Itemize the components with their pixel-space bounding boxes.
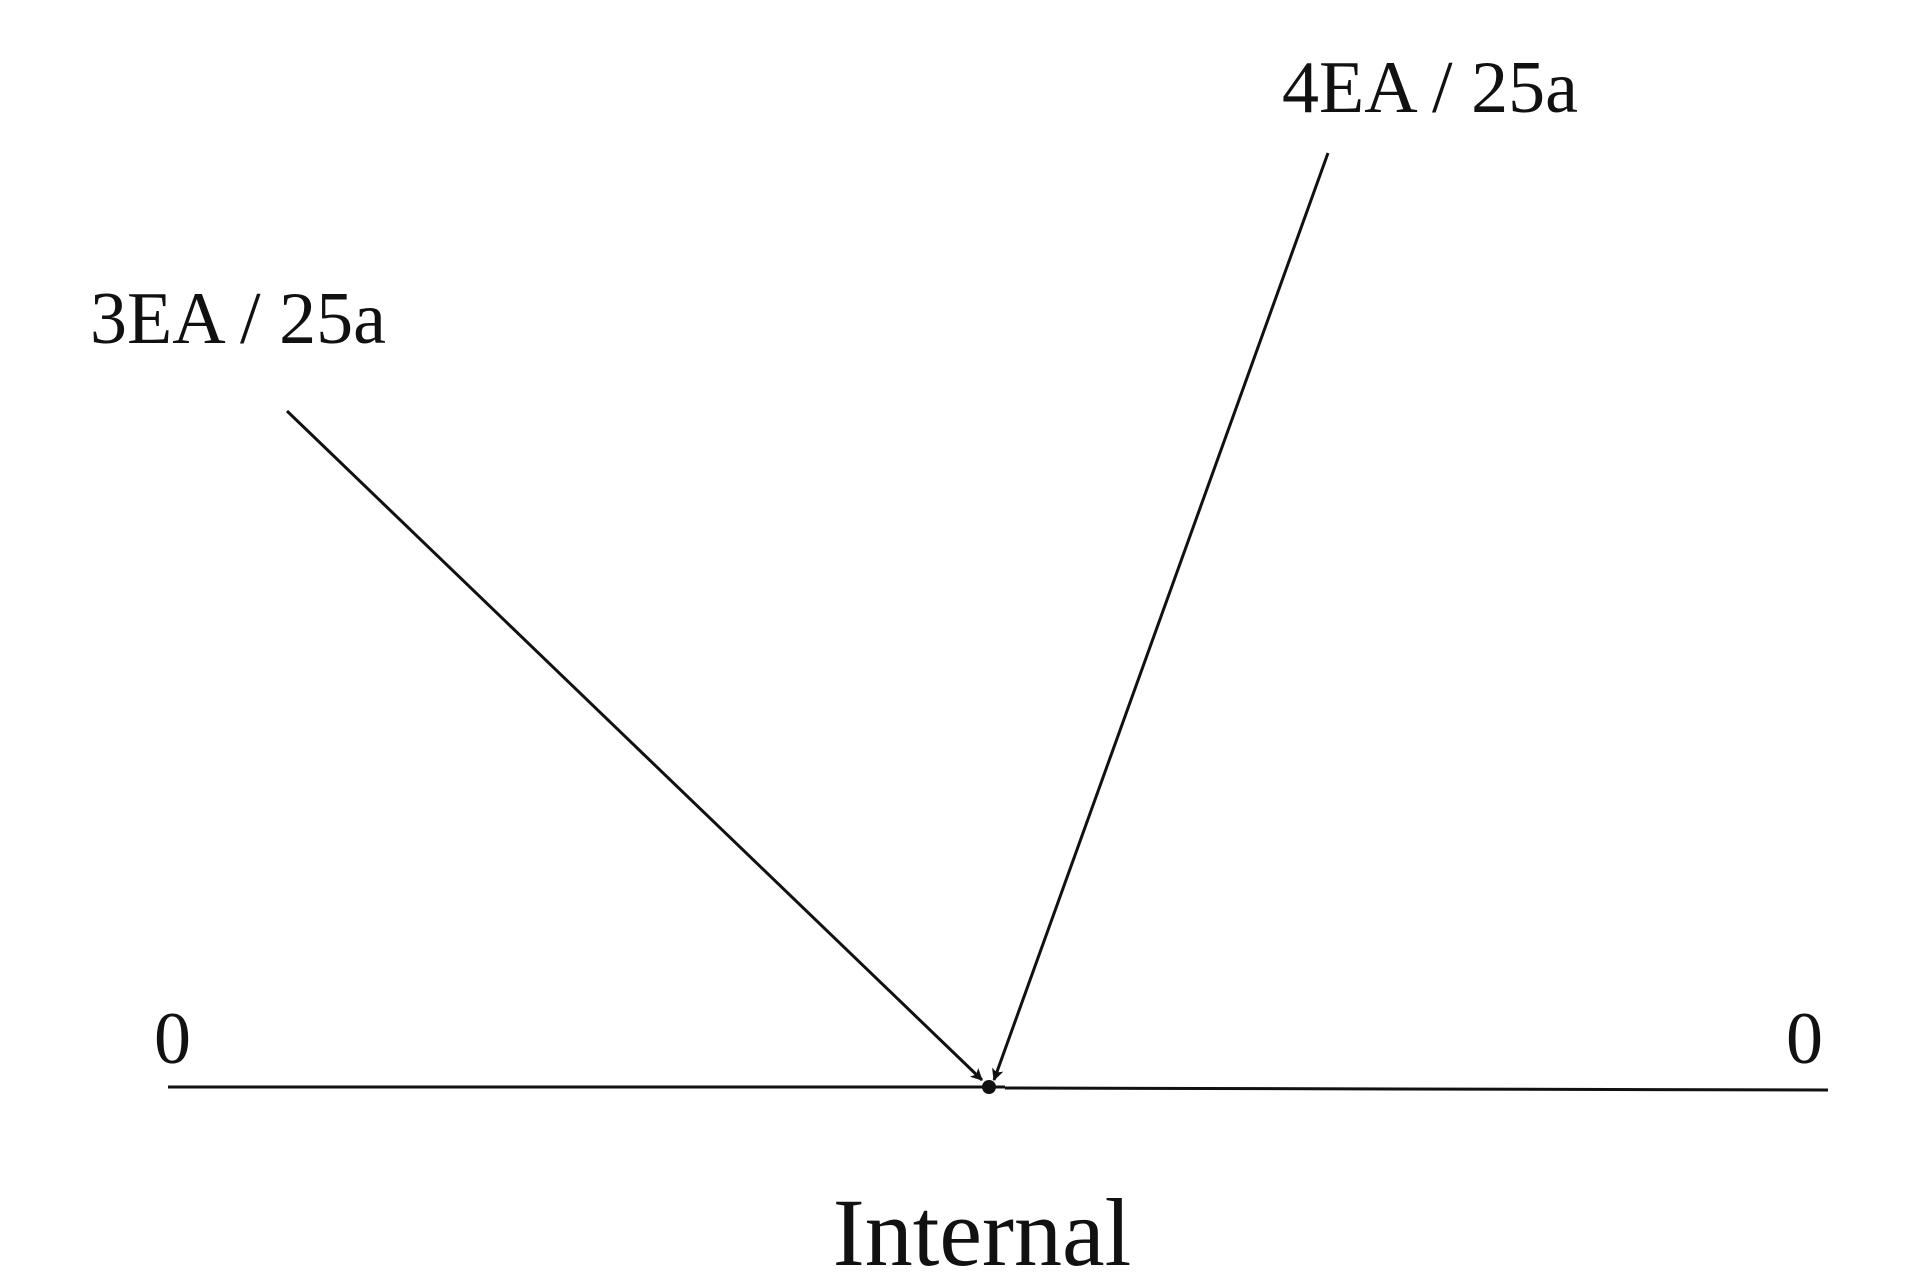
end-value-left: 0 [154,998,191,1080]
diagram-title: Internal [833,1179,1132,1280]
baseline-right [1004,1086,1829,1092]
force-arrow-left [285,409,984,1082]
force-label-right: 4EA / 25a [1282,47,1578,129]
junction-node [982,1080,996,1094]
end-value-right: 0 [1786,998,1823,1080]
force-arrow-right [992,152,1330,1081]
force-label-left: 3EA / 25a [90,278,386,360]
